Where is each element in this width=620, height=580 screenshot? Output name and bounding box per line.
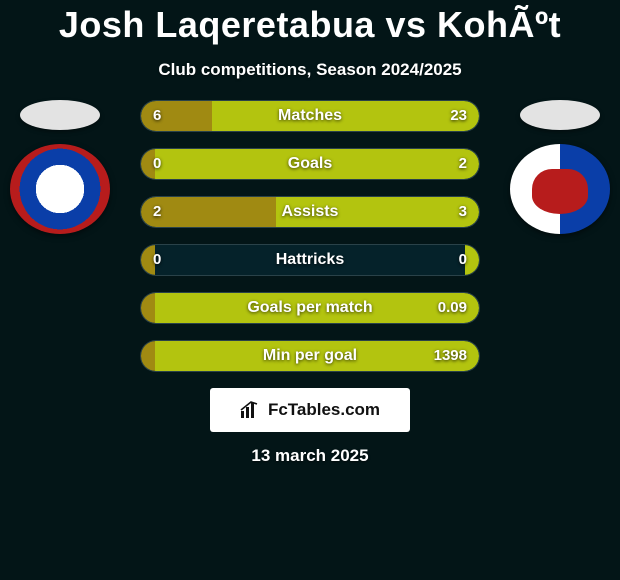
stat-bar-right — [212, 101, 479, 131]
stat-row: 0 2 Goals — [140, 148, 480, 180]
stats-list: 623Matches02Goals23Assists00Hattricks0.0… — [140, 100, 480, 372]
player-left-crest — [10, 144, 110, 234]
stat-label: Assists — [282, 203, 339, 221]
stat-value-right: 0 — [459, 245, 467, 275]
player-right-head-placeholder — [520, 100, 600, 130]
stat-bar-left — [141, 101, 212, 131]
stat-value-left: 6 — [153, 101, 161, 131]
stat-row: 0 0 Hattricks — [140, 244, 480, 276]
page-subtitle: Club competitions, Season 2024/2025 — [0, 60, 620, 80]
stat-value-right: 1398 — [434, 341, 467, 371]
stat-value-left: 0 — [153, 149, 161, 179]
stat-bar-left — [141, 293, 155, 323]
stat-row: 1398 Min per goal — [140, 340, 480, 372]
stat-value-right: 3 — [459, 197, 467, 227]
stat-label: Min per goal — [263, 347, 357, 365]
stat-value-right: 0.09 — [438, 293, 467, 323]
stat-label: Hattricks — [276, 251, 344, 269]
comparison-infographic: Josh Laqeretabua vs KohÃºt Club competit… — [0, 0, 620, 580]
stage: 623Matches02Goals23Assists00Hattricks0.0… — [0, 100, 620, 372]
stat-label: Goals per match — [247, 299, 372, 317]
stat-label: Goals — [288, 155, 332, 173]
player-left-head-placeholder — [20, 100, 100, 130]
stat-value-right: 23 — [450, 101, 467, 131]
stat-label: Matches — [278, 107, 342, 125]
stat-bar-left — [141, 341, 155, 371]
stat-value-left: 2 — [153, 197, 161, 227]
player-left — [10, 100, 110, 240]
brand-chart-icon — [240, 401, 262, 419]
stat-row: 6 23 Matches — [140, 100, 480, 132]
stat-value-right: 2 — [459, 149, 467, 179]
brand-text: FcTables.com — [268, 400, 380, 420]
stat-bar-right — [465, 245, 479, 275]
player-right-crest — [510, 144, 610, 234]
stat-value-left: 0 — [153, 245, 161, 275]
player-right — [510, 100, 610, 240]
stat-row: 0.09 Goals per match — [140, 292, 480, 324]
date-text: 13 march 2025 — [0, 446, 620, 466]
stat-row: 2 3 Assists — [140, 196, 480, 228]
brand-badge: FcTables.com — [210, 388, 410, 432]
page-title: Josh Laqeretabua vs KohÃºt — [0, 0, 620, 46]
